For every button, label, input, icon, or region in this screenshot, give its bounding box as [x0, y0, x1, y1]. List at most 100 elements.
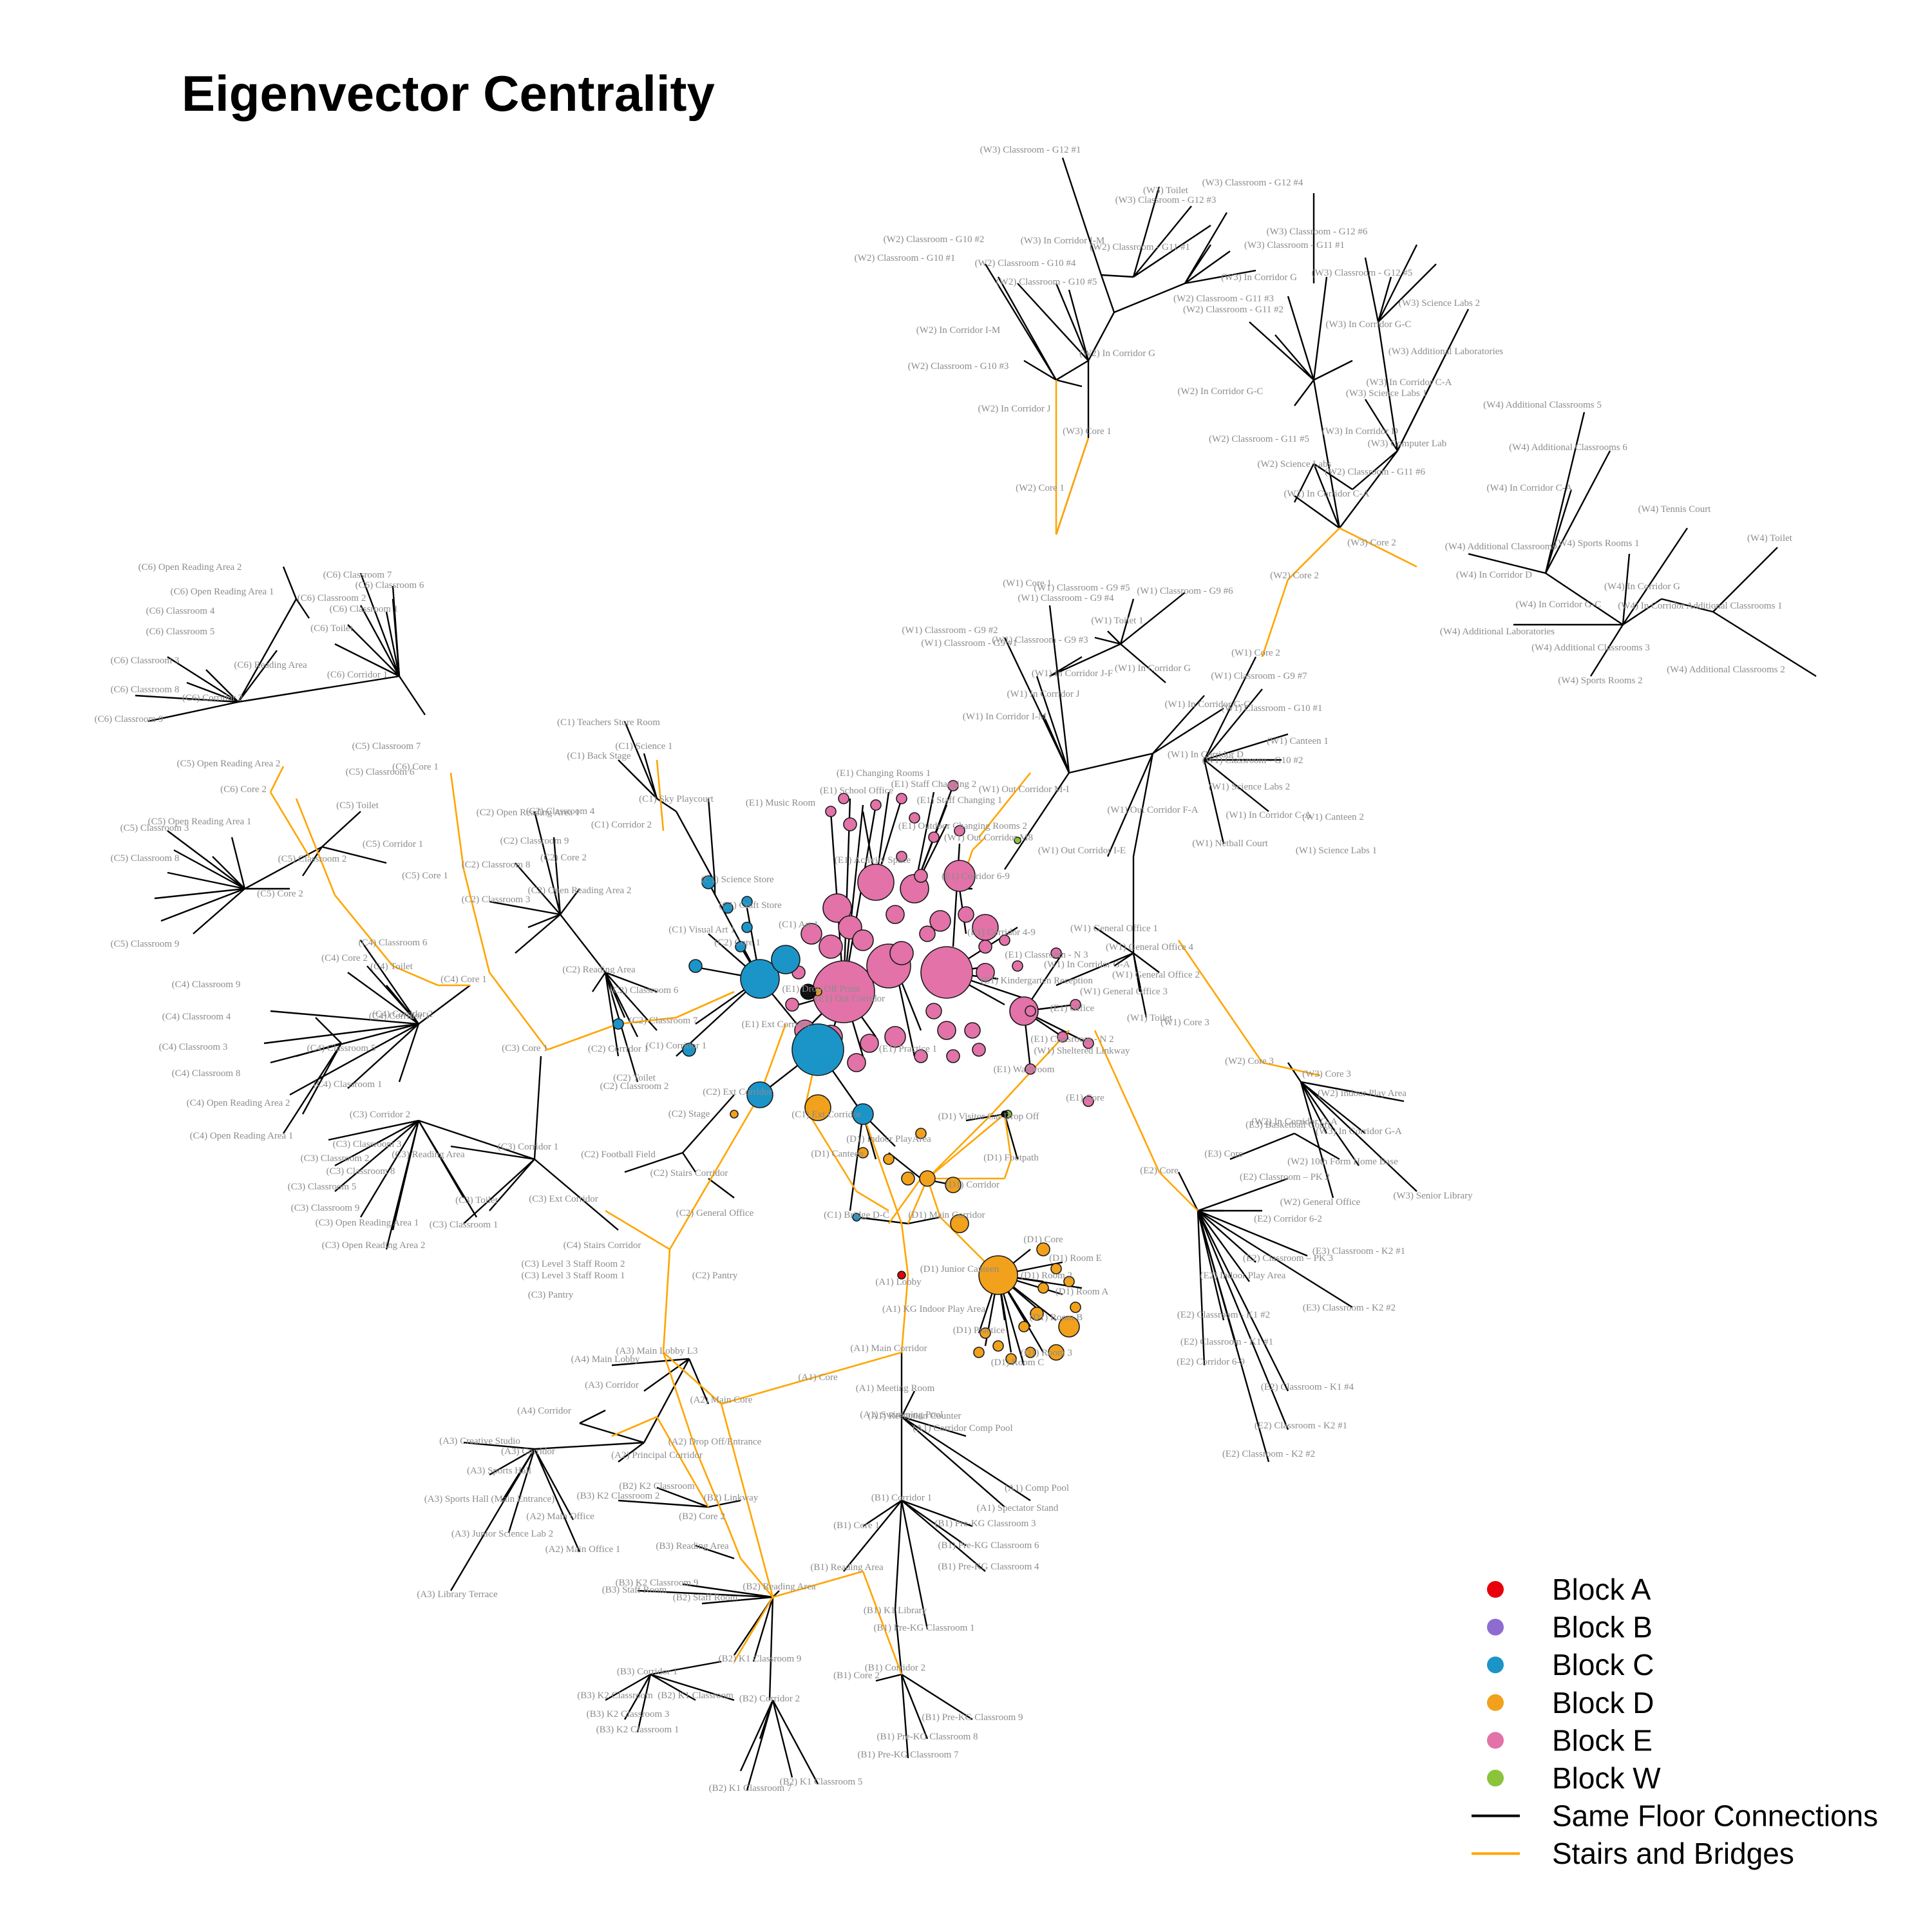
same-floor-edge: [418, 1119, 535, 1160]
same-floor-edge: [1184, 244, 1211, 284]
same-floor-edge: [527, 913, 561, 929]
legend-swatch: [1487, 1770, 1504, 1786]
stairs-edge: [887, 1178, 922, 1224]
same-floor-edge: [701, 1596, 773, 1605]
same-floor-edge: [167, 656, 239, 703]
node-label: (W3) In Corridor D: [1322, 426, 1398, 437]
network-node: [741, 896, 753, 907]
node-label: (B2) Core 2: [679, 1511, 725, 1522]
node-label: (C1) Science Store: [701, 875, 774, 885]
node-label: (W1) Out Corridor M8: [944, 833, 1033, 843]
node-label: (W1) Classroom - G9 #3: [992, 635, 1088, 645]
same-floor-edge: [1294, 1132, 1340, 1160]
legend: Block A Block B Block C Block D Block E Block…: [1472, 1573, 1878, 1870]
network-node: [825, 806, 837, 817]
node-label: (B2) K1 Classroom 5: [780, 1777, 863, 1787]
stairs-edge: [1094, 1030, 1160, 1173]
node-label: (C5) Open Reading Area 2: [177, 759, 281, 769]
node-label: (C6) Classroom 7: [323, 570, 392, 580]
same-floor-edge: [1049, 643, 1121, 677]
same-floor-edge: [450, 1448, 536, 1591]
same-floor-edge: [347, 972, 419, 1025]
same-floor-edge: [1204, 759, 1269, 812]
node-label: (W4) Additional Classrooms 2: [1667, 665, 1785, 675]
node-label: (W1) In Corridor J-F: [1032, 668, 1113, 679]
same-floor-edge: [1545, 573, 1624, 625]
node-label: (E1) Staff Changing 2: [891, 779, 977, 790]
node-label: (C5) Classroom 8: [111, 853, 180, 864]
node-label: (A3) Corridor: [585, 1380, 639, 1390]
same-floor-edge: [984, 263, 1057, 381]
node-label: (B2) K1 Classroom: [658, 1690, 734, 1701]
same-floor-edge: [1100, 274, 1115, 313]
same-floor-edge: [900, 1674, 929, 1739]
stairs-edge: [488, 972, 549, 1050]
node-label: (W1) Classroom - G9 #5: [1034, 583, 1130, 593]
node-label: (W3) Classroom - G12 #5: [1312, 268, 1413, 278]
node-label: (W3) Core 3: [1302, 1069, 1351, 1079]
node-label: (C4) Open Reading Area 2: [187, 1098, 290, 1108]
same-floor-edge: [533, 1448, 581, 1553]
legend-swatch: [1487, 1618, 1504, 1636]
same-floor-edge: [238, 675, 400, 703]
node-label: (W2) Classroom - G10 #3: [908, 361, 1009, 372]
same-floor-edge: [463, 1159, 535, 1224]
node-label: (W1) Core 3: [1160, 1018, 1209, 1028]
node-label: (E1) Corridor 6-9: [942, 871, 1010, 882]
node-label: (A2) Main Office 1: [545, 1544, 621, 1555]
node-label: (W2) Classroom - G10 #1: [855, 253, 956, 263]
node-label: (W2) In Corridor C-A: [1284, 489, 1370, 499]
node-label: (W1) In Corridor G: [1115, 663, 1191, 674]
node-label: (B1) Corridor 2: [865, 1663, 925, 1673]
node-label: (C5) Classroom 3: [120, 823, 189, 833]
node-label: (B3) Corridor 1: [617, 1667, 677, 1677]
node-label: (C4) Classroom 4: [162, 1012, 231, 1022]
same-floor-edge: [334, 1119, 419, 1167]
same-floor-edge: [347, 1023, 419, 1089]
same-floor-edge: [1197, 1209, 1353, 1309]
node-label: (C6) Classroom 3: [111, 656, 180, 666]
node-label: (A1) Lobby: [875, 1277, 922, 1287]
stairs-edge: [618, 1016, 677, 1025]
same-floor-edge: [752, 1596, 774, 1662]
node-label: (W4) Toilet: [1747, 533, 1793, 544]
network-node: [896, 851, 907, 862]
stairs-edge: [1055, 437, 1090, 535]
node-label: (W1) In Corridor J: [1007, 689, 1080, 699]
node-label: (C2) Classroom 6: [610, 985, 679, 996]
network-node: [925, 1003, 942, 1019]
stairs-edge: [392, 965, 439, 987]
stairs-edge: [462, 869, 491, 973]
same-floor-edge: [1377, 276, 1392, 323]
node-label: (W3) Classroom - G12 #4: [1202, 178, 1303, 188]
same-floor-edge: [1087, 312, 1115, 361]
node-label: (C1) Craft Store: [719, 900, 782, 911]
network-node: [682, 1043, 696, 1057]
node-label: (W4) In Corridor G-C: [1516, 600, 1602, 610]
node-label: (C2) Stage: [668, 1109, 710, 1119]
network-node: [884, 1026, 906, 1048]
same-floor-edge: [636, 1674, 652, 1733]
node-label: (C3) Corridor 2: [350, 1110, 410, 1120]
same-floor-edge: [1300, 1081, 1417, 1192]
same-floor-edge: [643, 1358, 690, 1443]
node-label: (C3) Toilet: [455, 1195, 498, 1206]
node-label: (E2) Classroom - K1 #2: [1177, 1310, 1270, 1320]
same-floor-edge: [560, 914, 606, 973]
node-label: (W1) Out Corridor I-E: [1038, 846, 1126, 856]
node-label: (W3) Computer Lab: [1368, 439, 1446, 449]
node-label: (C6) Corridor 1: [327, 670, 388, 680]
node-label: (C2) Classroom 2: [600, 1081, 669, 1092]
same-floor-edge: [515, 914, 561, 954]
node-label: (C1) Back Stage: [567, 751, 630, 761]
node-label: (E1) Kindergarten Reception: [981, 976, 1093, 986]
same-floor-edge: [359, 1120, 420, 1218]
node-label: (W1) Canteen 1: [1267, 736, 1329, 746]
same-floor-edge: [1107, 630, 1121, 645]
stairs-edge: [1177, 940, 1264, 1063]
network-node: [843, 817, 857, 831]
network-node: [937, 1021, 956, 1040]
node-label: (B1) Core 2: [833, 1671, 880, 1681]
node-label: (C3) Level 3 Staff Room 2: [522, 1259, 625, 1269]
same-floor-edge: [186, 681, 239, 703]
